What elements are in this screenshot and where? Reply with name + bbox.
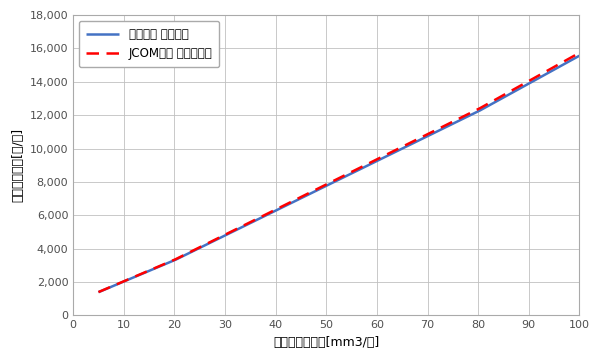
大阪ガス 一般料金: [326, 182, 334, 186]
JCOMガス 一般コース: [564, 57, 572, 62]
Line: JCOMガス 一般コース: JCOMガス 一般コース: [99, 53, 579, 292]
JCOMガス 一般コース: [323, 182, 331, 186]
JCOMガス 一般コース: [355, 166, 362, 171]
大阪ガス 一般料金: [381, 155, 388, 159]
大阪ガス 一般料金: [355, 168, 362, 172]
Line: 大阪ガス 一般料金: 大阪ガス 一般料金: [99, 56, 579, 292]
JCOMガス 一般コース: [95, 290, 102, 294]
JCOMガス 一般コース: [489, 99, 496, 103]
Y-axis label: 推定ガス料金[円/月]: 推定ガス料金[円/月]: [11, 128, 24, 202]
JCOMガス 一般コース: [576, 51, 583, 55]
JCOMガス 一般コース: [381, 153, 388, 158]
大阪ガス 一般料金: [564, 60, 572, 64]
大阪ガス 一般料金: [95, 290, 102, 294]
大阪ガス 一般料金: [576, 54, 583, 58]
JCOMガス 一般コース: [326, 181, 334, 185]
大阪ガス 一般料金: [323, 183, 331, 188]
大阪ガス 一般料金: [489, 101, 496, 105]
Legend: 大阪ガス 一般料金, JCOMガス 一般コース: 大阪ガス 一般料金, JCOMガス 一般コース: [79, 21, 219, 67]
X-axis label: 月間ガス使用量[mm3/月]: 月間ガス使用量[mm3/月]: [273, 336, 379, 349]
